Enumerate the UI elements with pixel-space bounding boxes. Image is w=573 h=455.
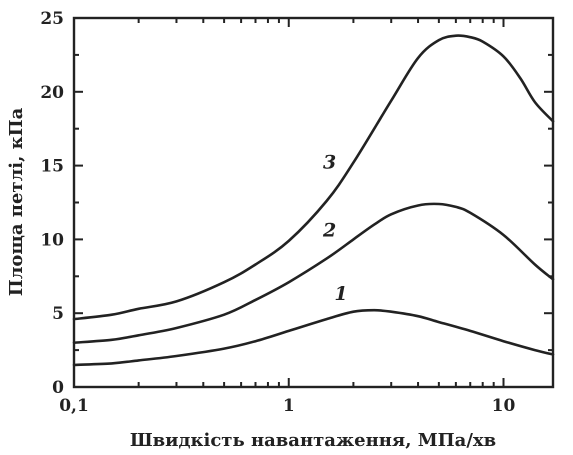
series-3-line	[74, 36, 553, 320]
y-axis-title: Площа петлі, кПа	[6, 107, 27, 296]
series-2-label: 2	[322, 219, 336, 241]
series-1-line	[74, 310, 553, 365]
x-axis-ticks: 0,1 1 10	[59, 18, 515, 416]
plot-frame	[74, 18, 553, 387]
x-tick-label: 10	[492, 396, 516, 416]
series-3-label: 3	[323, 152, 336, 174]
y-tick-label: 5	[52, 304, 64, 324]
series-1-label: 1	[334, 283, 347, 305]
series-group: 1 2 3	[74, 36, 553, 365]
y-tick-label: 0	[52, 378, 64, 398]
y-tick-label: 25	[40, 9, 64, 29]
y-tick-label: 10	[40, 230, 64, 250]
y-tick-label: 20	[40, 83, 64, 103]
y-tick-label: 15	[40, 157, 64, 177]
x-tick-label: 1	[283, 396, 295, 416]
x-tick-label: 0,1	[59, 396, 89, 416]
x-axis-title: Швидкість навантаження, МПа/хв	[130, 430, 496, 451]
